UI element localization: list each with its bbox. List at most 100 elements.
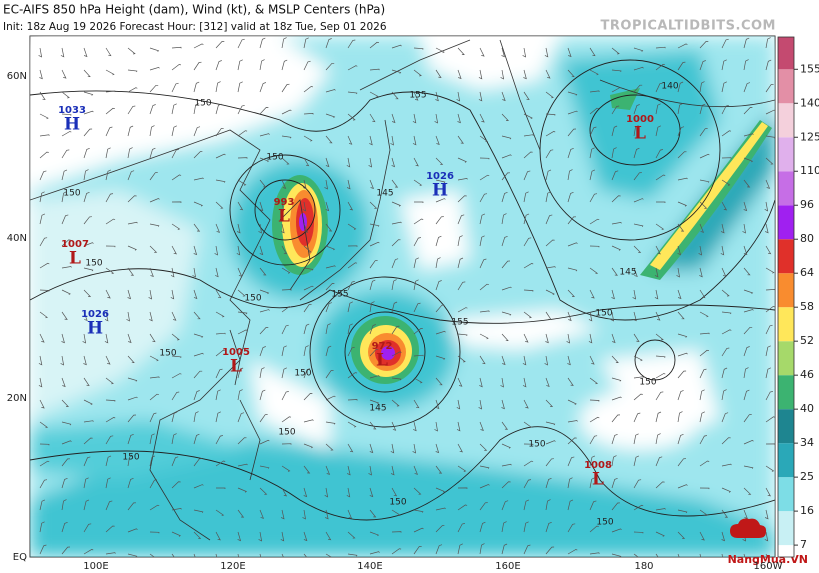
center-letter: L (634, 124, 646, 144)
wind-barb (544, 355, 549, 366)
wind-barb (677, 433, 684, 445)
wind-barb (721, 81, 727, 93)
wind-barb (434, 421, 438, 432)
wind-barb (743, 82, 751, 93)
wind-barb (369, 348, 379, 357)
contour-label: 150 (596, 518, 613, 528)
colorbar-segment (778, 103, 794, 138)
wind-barb (369, 241, 380, 247)
wind-barb (655, 391, 664, 401)
wind-barb (523, 479, 532, 489)
colorbar-segment (778, 137, 794, 172)
wind-barb (567, 289, 575, 297)
wind-barb (391, 157, 396, 168)
center-pressure: 993 (274, 197, 295, 208)
wind-barb (170, 289, 175, 300)
wind-barb (611, 147, 617, 159)
wind-barb (171, 311, 177, 321)
wind-barb (457, 135, 464, 144)
wind-barb (302, 201, 307, 212)
wind-barb (324, 179, 328, 190)
wind-barb (61, 333, 65, 344)
contour-label: 140 (661, 82, 678, 92)
wind-barb (413, 218, 424, 225)
wind-barb (259, 309, 270, 313)
wind-barb (259, 389, 266, 401)
wind-barb (149, 172, 158, 181)
wind-barb (457, 487, 468, 489)
wind-barb (632, 289, 637, 300)
wind-barb (522, 377, 527, 388)
contour-label: 150 (294, 369, 311, 379)
wind-barb (61, 521, 68, 533)
wind-barb (545, 458, 554, 467)
wind-barb (61, 499, 67, 511)
wind-barb (501, 443, 511, 449)
wind-barb (413, 377, 423, 384)
wind-barb (61, 214, 69, 225)
wind-barb (413, 257, 419, 269)
wind-barb (237, 329, 248, 335)
wind-barb (193, 411, 199, 423)
wind-barb (83, 267, 94, 272)
wind-barb (435, 465, 443, 474)
wind-barb (347, 39, 356, 49)
wind-barb (193, 61, 202, 71)
wind-barb (765, 245, 772, 255)
wind-barb (303, 267, 314, 271)
wind-barb (655, 64, 665, 71)
wind-barb (765, 443, 775, 445)
wind-barb (149, 311, 153, 322)
lat-label: 60N (7, 71, 27, 82)
wind-barb (391, 239, 401, 247)
wind-barb (589, 169, 596, 181)
wind-barb (545, 477, 552, 489)
wind-barb (259, 133, 270, 137)
wind-barb (237, 531, 242, 542)
site-name: TROPICALTIDBITS.COM (601, 19, 776, 34)
colorbar-segment (778, 205, 794, 240)
wind-barb (501, 463, 512, 467)
wind-barb (149, 67, 160, 71)
wind-barb (655, 149, 663, 159)
wind-barb (699, 153, 710, 159)
wind-barb (303, 368, 311, 379)
wind-barb (523, 237, 532, 247)
wind-barb (655, 411, 662, 423)
colorbar-segment (778, 171, 794, 206)
wind-barb (457, 69, 462, 80)
wind-barb (347, 245, 358, 247)
center-letter: H (64, 115, 80, 135)
lon-label: 140E (357, 561, 382, 572)
wind-barb (171, 333, 180, 341)
wind-barb (611, 355, 619, 363)
wind-barb (479, 443, 488, 451)
wind-barb (567, 549, 578, 555)
wind-barb (149, 479, 158, 489)
wind-barb (236, 245, 241, 256)
wind-barb (742, 223, 746, 234)
wind-barb (303, 135, 313, 142)
wind-barb (193, 151, 203, 159)
wind-barb (303, 531, 308, 542)
wind-barb (413, 465, 419, 475)
wind-barb (611, 433, 618, 445)
wind-barb (567, 267, 578, 272)
colorbar-label: 52 (800, 334, 814, 347)
wind-barb (610, 311, 615, 322)
wind-barb (61, 311, 68, 320)
wind-barb (523, 544, 531, 555)
wind-barb (171, 531, 181, 537)
wind-barb (105, 552, 116, 555)
wind-barb (215, 153, 226, 159)
wind-barb (567, 69, 575, 78)
wind-barb (611, 105, 620, 115)
colorbar-label: 16 (800, 504, 814, 517)
wind-barb (346, 157, 351, 168)
wind-barb (699, 389, 705, 401)
wind-barb (765, 267, 775, 274)
wind-barb (655, 508, 666, 511)
wind-barb (369, 443, 374, 454)
wind-barb (501, 500, 509, 511)
wind-barb (478, 91, 483, 102)
